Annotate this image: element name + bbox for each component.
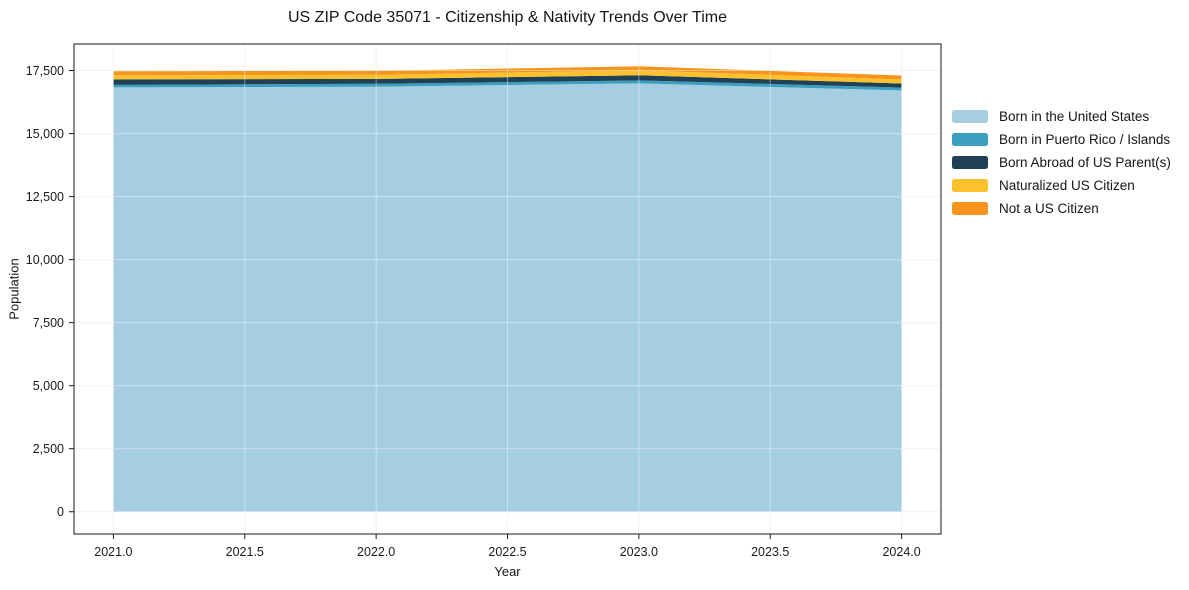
legend-swatch-icon xyxy=(952,156,988,169)
legend-swatch-icon xyxy=(952,133,988,146)
y-tick-label: 0 xyxy=(57,505,64,519)
y-tick-label: 10,000 xyxy=(26,253,64,267)
legend-swatch-icon xyxy=(952,202,988,215)
y-tick-label: 12,500 xyxy=(26,190,64,204)
area-series-3 xyxy=(113,70,902,84)
legend-swatch-icon xyxy=(952,110,988,123)
legend-item-3: Naturalized US Citizen xyxy=(952,174,1171,197)
legend-label: Born in Puerto Rico / Islands xyxy=(999,132,1171,147)
x-tick-label: 2023.0 xyxy=(620,545,658,559)
x-tick-label: 2022.0 xyxy=(357,545,395,559)
area-series-2 xyxy=(113,75,902,88)
chart-title: US ZIP Code 35071 - Citizenship & Nativi… xyxy=(288,9,727,26)
legend-label: Not a US Citizen xyxy=(999,201,1099,216)
legend-label: Born in the United States xyxy=(999,109,1150,124)
legend-label: Born Abroad of US Parent(s) xyxy=(999,155,1171,170)
legend-item-1: Born in Puerto Rico / Islands xyxy=(952,128,1171,151)
legend: Born in the United States Born in Puerto … xyxy=(952,105,1171,220)
x-tick-label: 2021.0 xyxy=(94,545,132,559)
x-tick-label: 2022.5 xyxy=(488,545,526,559)
y-axis-label: Population xyxy=(6,258,22,320)
y-tick-label: 2,500 xyxy=(33,442,64,456)
legend-swatch-icon xyxy=(952,179,988,192)
legend-item-4: Not a US Citizen xyxy=(952,197,1171,220)
y-tick-label: 5,000 xyxy=(33,379,64,393)
y-tick-label: 17,500 xyxy=(26,64,64,78)
y-tick-label: 15,000 xyxy=(26,127,64,141)
x-tick-label: 2023.5 xyxy=(751,545,789,559)
x-tick-label: 2024.0 xyxy=(882,545,920,559)
area-series-0 xyxy=(113,83,902,512)
area-series-4 xyxy=(113,66,902,80)
legend-item-2: Born Abroad of US Parent(s) xyxy=(952,151,1171,174)
y-tick-label: 7,500 xyxy=(33,316,64,330)
x-axis-label: Year xyxy=(494,564,521,579)
legend-item-0: Born in the United States xyxy=(952,105,1171,128)
legend-label: Naturalized US Citizen xyxy=(999,178,1135,193)
x-tick-label: 2021.5 xyxy=(226,545,264,559)
area-series-1 xyxy=(113,80,902,91)
